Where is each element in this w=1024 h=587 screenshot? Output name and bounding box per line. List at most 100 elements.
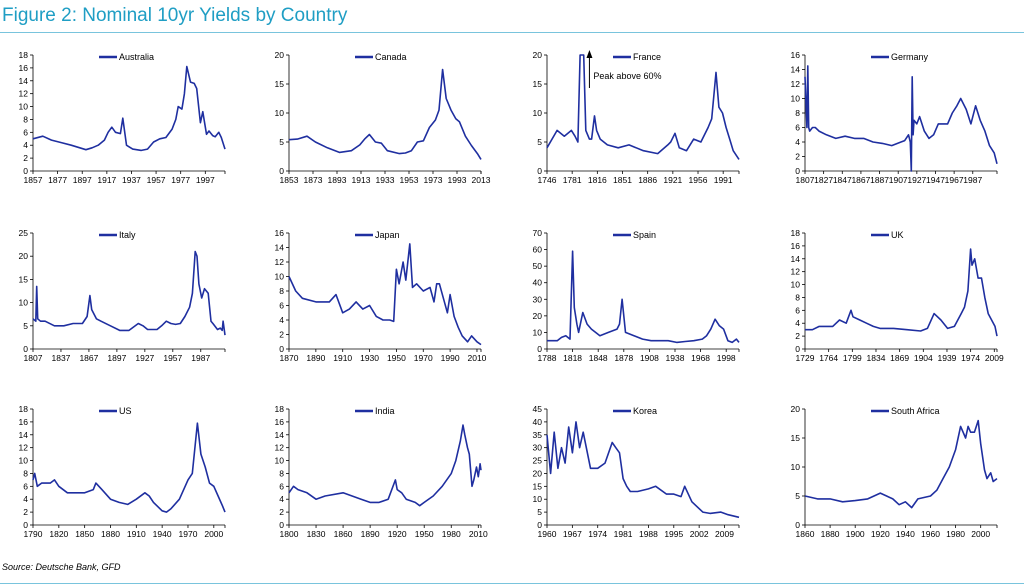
x-tick-label: 1816 [588,175,607,185]
x-tick-label: 1970 [179,529,198,539]
y-tick-label: 0 [537,520,542,530]
y-tick-label: 10 [533,108,543,118]
y-tick-label: 10 [791,462,801,472]
y-tick-label: 5 [537,137,542,147]
y-tick-label: 0 [795,520,800,530]
y-tick-label: 4 [279,315,284,325]
y-tick-label: 2 [795,152,800,162]
y-tick-label: 8 [279,286,284,296]
y-tick-label: 14 [275,243,285,253]
y-tick-label: 0 [23,520,28,530]
x-tick-label: 1998 [717,353,736,363]
x-tick-label: 1970 [414,353,433,363]
y-tick-label: 30 [533,294,543,304]
x-tick-label: 1956 [689,175,708,185]
x-tick-label: 1834 [867,353,886,363]
x-tick-label: 1957 [147,175,166,185]
x-tick-label: 1800 [280,529,299,539]
x-tick-label: 1818 [563,353,582,363]
series-line-korea [546,421,740,519]
y-tick-label: 20 [533,468,543,478]
bottom-rule [0,583,1024,584]
y-tick-label: 15 [19,274,29,284]
x-tick-label: 1807 [796,175,815,185]
x-tick-label: 1867 [851,175,870,185]
y-tick-label: 0 [279,166,284,176]
x-tick-label: 2010 [469,529,488,539]
x-tick-label: 1980 [946,529,965,539]
y-tick-label: 6 [279,481,284,491]
chart-south-africa: 0 5 10 15 20 1860 1880 1900 1920 1940 1960 1980 2000… [791,404,998,539]
x-tick-label: 2000 [204,529,223,539]
x-tick-label: 1957 [163,353,182,363]
y-tick-label: 14 [791,254,801,264]
y-tick-label: 10 [275,456,285,466]
x-tick-label: 1870 [280,353,299,363]
x-tick-label: 1937 [122,175,141,185]
x-tick-label: 1807 [24,353,43,363]
x-tick-label: 1967 [563,529,582,539]
legend-label: US [119,406,132,416]
x-tick-label: 1877 [48,175,67,185]
y-tick-label: 40 [533,417,543,427]
source-note: Source: Deutsche Bank, GFD [2,562,121,572]
x-tick-label: 1857 [24,175,43,185]
x-tick-label: 1900 [846,529,865,539]
legend-label: Spain [633,230,656,240]
x-tick-label: 1880 [821,529,840,539]
y-tick-label: 6 [795,305,800,315]
y-tick-label: 20 [791,404,801,414]
legend-label: Germany [891,52,929,62]
y-tick-label: 18 [791,228,801,238]
x-tick-label: 2009 [715,529,734,539]
x-tick-label: 1940 [153,529,172,539]
y-tick-label: 25 [533,456,543,466]
series-line-uk [805,248,998,337]
x-tick-label: 1746 [538,175,557,185]
y-tick-label: 12 [791,79,801,89]
x-tick-label: 1890 [361,529,380,539]
y-tick-label: 14 [19,76,29,86]
y-tick-label: 0 [23,166,28,176]
x-tick-label: 1908 [640,353,659,363]
y-tick-label: 4 [795,318,800,328]
x-tick-label: 1913 [352,175,371,185]
chart-india: 0 2 4 6 8 10 12 14 16 18 1800 1830 1860 1890 1920 1950 1… [275,404,488,539]
x-tick-label: 1981 [614,529,633,539]
y-tick-label: 60 [533,245,543,255]
x-tick-label: 1799 [843,353,862,363]
x-tick-label: 2009 [985,353,1004,363]
x-tick-label: 1991 [714,175,733,185]
y-tick-label: 5 [795,491,800,501]
series-line-france [546,54,740,160]
chart-france: 0 5 10 15 20 1746 1781 1816 1851 1886 1921 1956 1991… [533,50,740,185]
x-tick-label: 1973 [424,175,443,185]
y-tick-label: 2 [279,330,284,340]
y-tick-label: 16 [275,228,285,238]
x-tick-label: 2013 [472,175,491,185]
x-tick-label: 1850 [75,529,94,539]
x-tick-label: 1930 [360,353,379,363]
y-tick-label: 18 [275,404,285,414]
y-tick-label: 0 [23,344,28,354]
y-tick-label: 2 [279,507,284,517]
x-tick-label: 1880 [101,529,120,539]
x-tick-label: 1910 [127,529,146,539]
x-tick-label: 1869 [890,353,909,363]
y-tick-label: 10 [19,102,29,112]
x-tick-label: 1993 [448,175,467,185]
x-tick-label: 1867 [79,353,98,363]
y-tick-label: 10 [791,280,801,290]
y-tick-label: 8 [795,108,800,118]
x-tick-label: 1938 [666,353,685,363]
y-tick-label: 8 [795,292,800,302]
chart-korea: 0 5 10 15 20 25 30 35 40 45 1960 1967 1974 1981 1988 19… [533,404,740,539]
y-tick-label: 20 [275,50,285,60]
x-tick-label: 1933 [376,175,395,185]
x-tick-label: 1897 [73,175,92,185]
figure-title: Figure 2: Nominal 10yr Yields by Country [2,5,348,26]
y-tick-label: 15 [275,79,285,89]
y-tick-label: 8 [23,468,28,478]
y-tick-label: 2 [795,331,800,341]
legend-label: Japan [375,230,400,240]
